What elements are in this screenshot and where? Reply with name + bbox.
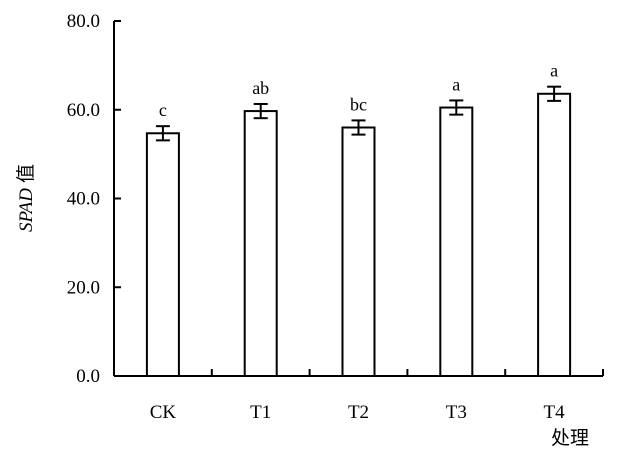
x-tick-label: T1 [250, 402, 271, 423]
bar-t1 [243, 110, 278, 378]
y-tick-label: 60.0 [67, 100, 100, 121]
y-tick-label: 40.0 [67, 189, 100, 210]
y-axis-title: SPAD 值 [15, 164, 37, 232]
y-tick-label: 20.0 [67, 277, 100, 298]
significance-label: c [159, 100, 167, 120]
significance-label: a [550, 61, 558, 81]
bar-t3 [439, 106, 474, 377]
bar-t4 [537, 92, 572, 378]
x-axis-title: 处理 [551, 427, 589, 449]
y-axis-title-italic: SPAD [16, 188, 37, 232]
y-tick-label: 80.0 [67, 11, 100, 32]
significance-label: bc [350, 94, 367, 114]
x-tick-label: T2 [348, 402, 369, 423]
significance-label: ab [252, 78, 269, 98]
significance-label: a [452, 74, 460, 94]
labels: 0.0 20.0 40.0 60.0 80.0 c CK ab T1 bc T2 a T3 a T4 [67, 11, 565, 423]
bar-ck [145, 132, 180, 377]
y-tick-label: 0.0 [76, 366, 100, 387]
x-tick-label: CK [150, 402, 177, 423]
x-tick-label: T4 [544, 402, 566, 423]
x-tick-label: T3 [446, 402, 467, 423]
bars [145, 85, 572, 378]
bar-t2 [341, 126, 376, 377]
y-axis-title-rest: 值 [15, 164, 37, 183]
